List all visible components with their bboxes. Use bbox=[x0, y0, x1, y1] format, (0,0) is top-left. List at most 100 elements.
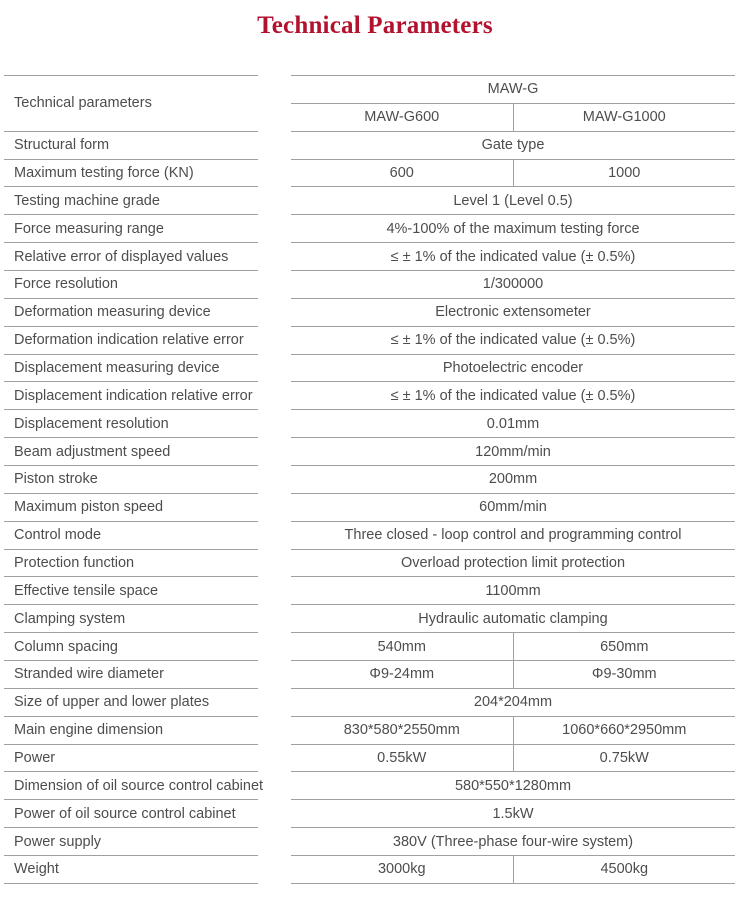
parameter-label-row: Maximum piston speed bbox=[4, 494, 258, 522]
parameter-label: Power supply bbox=[14, 833, 102, 850]
model-name-left: MAW-G600 bbox=[364, 109, 440, 126]
page-title: Technical Parameters bbox=[257, 12, 493, 39]
parameter-value-row: ≤ ± 1% of the indicated value (± 0.5%) bbox=[291, 327, 735, 355]
parameter-values-column: MAW-G MAW-G600 MAW-G1000 Gate type 600 1000 Le… bbox=[291, 75, 735, 884]
parameter-value-row: 1/300000 bbox=[291, 271, 735, 299]
parameter-label: Effective tensile space bbox=[14, 582, 159, 599]
parameter-value: Three closed - loop control and programm… bbox=[344, 527, 682, 544]
parameter-value-row: 600 1000 bbox=[291, 159, 736, 188]
parameter-label-row: Beam adjustment speed bbox=[4, 438, 258, 467]
parameter-label: Main engine dimension bbox=[14, 722, 164, 739]
model-family-name: MAW-G bbox=[487, 81, 539, 98]
parameter-label-row: Deformation indication relative error bbox=[4, 327, 258, 355]
parameter-label-row: Control mode bbox=[4, 522, 258, 550]
parameter-label: Power bbox=[14, 750, 56, 767]
parameter-value-row: Three closed - loop control and programm… bbox=[291, 522, 735, 550]
parameter-value-row: ≤ ± 1% of the indicated value (± 0.5%) bbox=[291, 243, 735, 272]
parameter-label: Maximum testing force (KN) bbox=[14, 165, 194, 181]
parameter-value: 4%-100% of the maximum testing force bbox=[386, 220, 640, 237]
parameter-value-row: Gate type bbox=[291, 132, 735, 160]
parameter-label-row: Maximum testing force (KN) bbox=[4, 160, 258, 188]
parameter-value-row: Photoelectric encoder bbox=[291, 355, 735, 383]
parameter-label-row: Protection function bbox=[4, 550, 258, 578]
parameter-label-row: Power of oil source control cabinet bbox=[4, 800, 258, 829]
parameter-label-row: Force measuring range bbox=[4, 215, 258, 244]
parameter-value-row: Hydraulic automatic clamping bbox=[291, 605, 735, 634]
parameter-label-row: Structural form bbox=[4, 132, 258, 160]
parameter-value-row: 580*550*1280mm bbox=[291, 772, 735, 801]
parameter-value-row: 120mm/min bbox=[291, 438, 735, 467]
parameter-value: 580*550*1280mm bbox=[454, 777, 572, 794]
parameter-label-row: Dimension of oil source control cabinet bbox=[4, 772, 263, 801]
parameter-value: 204*204mm bbox=[473, 694, 553, 711]
parameter-value-row: Level 1 (Level 0.5) bbox=[291, 187, 735, 216]
parameter-value-row: 0.55kW 0.75kW bbox=[291, 744, 736, 773]
parameter-label: Relative error of displayed values bbox=[14, 248, 229, 265]
parameter-label-row: Displacement indication relative error bbox=[4, 382, 258, 411]
parameter-label: Deformation measuring device bbox=[14, 304, 211, 321]
parameter-label-row: Displacement measuring device bbox=[4, 355, 258, 383]
parameter-label-row: Weight bbox=[4, 856, 258, 884]
parameter-label: Clamping system bbox=[14, 610, 126, 627]
parameter-value-row: 3000kg 4500kg bbox=[291, 856, 735, 884]
parameter-label-row: Size of upper and lower plates bbox=[4, 689, 258, 717]
parameter-value-row: 60mm/min bbox=[291, 494, 735, 522]
parameter-label-row: Stranded wire diameter bbox=[4, 661, 258, 689]
parameter-value: Hydraulic automatic clamping bbox=[418, 610, 608, 627]
parameter-label: Piston stroke bbox=[14, 471, 98, 488]
corner-header-label: Technical parameters bbox=[14, 95, 152, 112]
parameter-label: Force resolution bbox=[14, 276, 118, 293]
parameter-label-row: Piston stroke bbox=[4, 466, 258, 494]
parameter-label: Weight bbox=[14, 861, 59, 878]
parameter-value-row: 204*204mm bbox=[291, 689, 735, 717]
parameter-value: Level 1 (Level 0.5) bbox=[453, 192, 573, 209]
parameter-label-row: Column spacing bbox=[4, 633, 258, 662]
parameter-value-row: 830*580*2550mm 1060*660*2950mm bbox=[291, 716, 736, 745]
parameter-value-row: 1100mm bbox=[291, 577, 735, 606]
parameter-value: 1060*660*2950mm bbox=[512, 716, 736, 744]
parameter-value: 0.55kW bbox=[377, 750, 427, 767]
parameter-label: Testing machine grade bbox=[14, 192, 160, 209]
parameter-value: Photoelectric encoder bbox=[442, 360, 584, 377]
parameter-label: Control mode bbox=[14, 527, 102, 544]
parameter-value: 0.01mm bbox=[486, 415, 540, 432]
parameter-value-row: 380V (Three-phase four-wire system) bbox=[291, 828, 735, 857]
model-names-header-row: MAW-G600 MAW-G1000 bbox=[291, 103, 736, 132]
parameter-value-row: Overload protection limit protection bbox=[291, 550, 735, 578]
parameter-label: Displacement resolution bbox=[14, 415, 169, 432]
parameter-label: Maximum piston speed bbox=[14, 499, 164, 516]
model-family-header-row: MAW-G bbox=[291, 76, 735, 104]
corner-header-row: Technical parameters bbox=[4, 76, 258, 132]
parameter-value: ≤ ± 1% of the indicated value (± 0.5%) bbox=[390, 387, 636, 404]
parameter-label-row: Power supply bbox=[4, 828, 258, 857]
model-name-right: MAW-G1000 bbox=[512, 103, 736, 131]
parameter-value: 1/300000 bbox=[482, 276, 544, 293]
parameter-label-row: Testing machine grade bbox=[4, 187, 258, 216]
parameter-value: Overload protection limit protection bbox=[400, 555, 626, 572]
parameter-value: 60mm/min bbox=[479, 499, 547, 516]
parameter-value-row: ≤ ± 1% of the indicated value (± 0.5%) bbox=[291, 382, 735, 411]
parameter-label-row: Force resolution bbox=[4, 271, 258, 299]
parameter-label: Deformation indication relative error bbox=[14, 332, 244, 349]
parameter-value: 380V (Three-phase four-wire system) bbox=[392, 833, 634, 850]
parameter-value: 0.75kW bbox=[512, 744, 736, 772]
parameter-label-row: Effective tensile space bbox=[4, 577, 258, 606]
parameter-label: Structural form bbox=[14, 137, 110, 154]
parameter-label-row: Deformation measuring device bbox=[4, 299, 258, 327]
parameter-value: 120mm/min bbox=[475, 443, 551, 460]
parameter-value: 830*580*2550mm bbox=[343, 722, 460, 739]
parameter-value: 650mm bbox=[512, 633, 736, 661]
parameter-value: 1.5kW bbox=[492, 805, 534, 822]
parameter-label: Size of upper and lower plates bbox=[14, 694, 210, 711]
parameter-value: Φ9-30mm bbox=[512, 661, 736, 688]
parameter-value: 4500kg bbox=[512, 856, 736, 883]
parameter-value: 1000 bbox=[512, 159, 736, 187]
parameter-value: Φ9-24mm bbox=[369, 666, 435, 683]
parameter-value-row: Φ9-24mm Φ9-30mm bbox=[291, 661, 735, 689]
parameter-label-row: Power bbox=[4, 745, 258, 773]
parameter-value: Gate type bbox=[481, 137, 545, 154]
parameter-label-row: Displacement resolution bbox=[4, 410, 258, 439]
parameter-label: Displacement measuring device bbox=[14, 360, 220, 377]
parameter-value: 200mm bbox=[488, 471, 538, 488]
parameter-label: Beam adjustment speed bbox=[14, 443, 171, 460]
